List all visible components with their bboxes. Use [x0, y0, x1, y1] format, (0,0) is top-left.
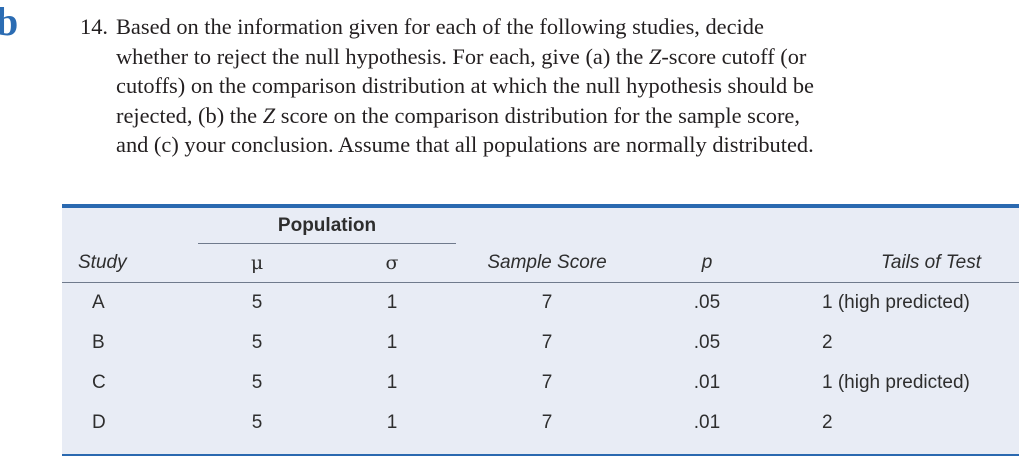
cell-sigma: 1	[386, 372, 398, 393]
cell-tails: 2	[822, 332, 833, 353]
cell-sigma: 1	[386, 412, 398, 433]
cell-mu: 5	[251, 292, 263, 313]
cell-p: .01	[693, 372, 721, 393]
cell-study: B	[92, 332, 105, 353]
cell-p: .05	[693, 292, 721, 313]
cell-sigma: 1	[386, 292, 398, 313]
cell-p: .01	[693, 412, 721, 433]
table-row: B 5 1 7 .05 2	[62, 323, 1019, 363]
cell-study: D	[92, 412, 106, 433]
col-header-study: Study	[62, 244, 192, 283]
cell-sample-score: 7	[541, 372, 553, 393]
col-header-sigma: σ	[322, 244, 462, 283]
col-header-tails: Tails of Test	[782, 244, 1019, 283]
cell-p: .05	[693, 332, 721, 353]
cell-sigma: 1	[386, 332, 398, 353]
cell-sample-score: 7	[541, 332, 553, 353]
cell-mu: 5	[251, 332, 263, 353]
cell-study: C	[92, 372, 106, 393]
question-line-2: whether to reject the null hypothesis. F…	[116, 43, 807, 69]
col-header-p: p	[632, 244, 782, 283]
cell-study: A	[92, 292, 105, 313]
question-line-5: and (c) your conclusion. Assume that all…	[116, 132, 814, 157]
section-marker: b	[0, 0, 19, 44]
question-line-3: cutoffs) on the comparison distribution …	[116, 73, 814, 98]
column-header-row: Study μ σ Sample Score p Tails of Test	[62, 244, 1019, 283]
cell-sample-score: 7	[541, 292, 553, 313]
question-number: 14.	[80, 14, 108, 39]
cell-mu: 5	[251, 412, 263, 433]
question-text: 14. Based on the information given for ea…	[80, 12, 1016, 160]
cell-mu: 5	[251, 372, 263, 393]
table-row: C 5 1 7 .01 1 (high predicted)	[62, 363, 1019, 403]
cell-tails: 2	[822, 412, 833, 433]
col-header-sample-score: Sample Score	[462, 244, 632, 283]
studies-table: Population Study μ σ Sample Score p Tail…	[62, 204, 1019, 456]
cell-sample-score: 7	[541, 412, 553, 433]
group-header-row: Population	[62, 208, 1019, 244]
col-header-mu: μ	[192, 244, 322, 283]
question-line-4: rejected, (b) the Z score on the compari…	[116, 102, 800, 128]
cell-tails: 1 (high predicted)	[822, 292, 970, 313]
table-row: A 5 1 7 .05 1 (high predicted)	[62, 283, 1019, 324]
population-header: Population	[192, 208, 462, 244]
table-row: D 5 1 7 .01 2	[62, 403, 1019, 443]
data-table: Population Study μ σ Sample Score p Tail…	[62, 208, 1019, 443]
cell-tails: 1 (high predicted)	[822, 372, 970, 393]
question-line-1: 14. Based on the information given for ea…	[80, 12, 1016, 42]
